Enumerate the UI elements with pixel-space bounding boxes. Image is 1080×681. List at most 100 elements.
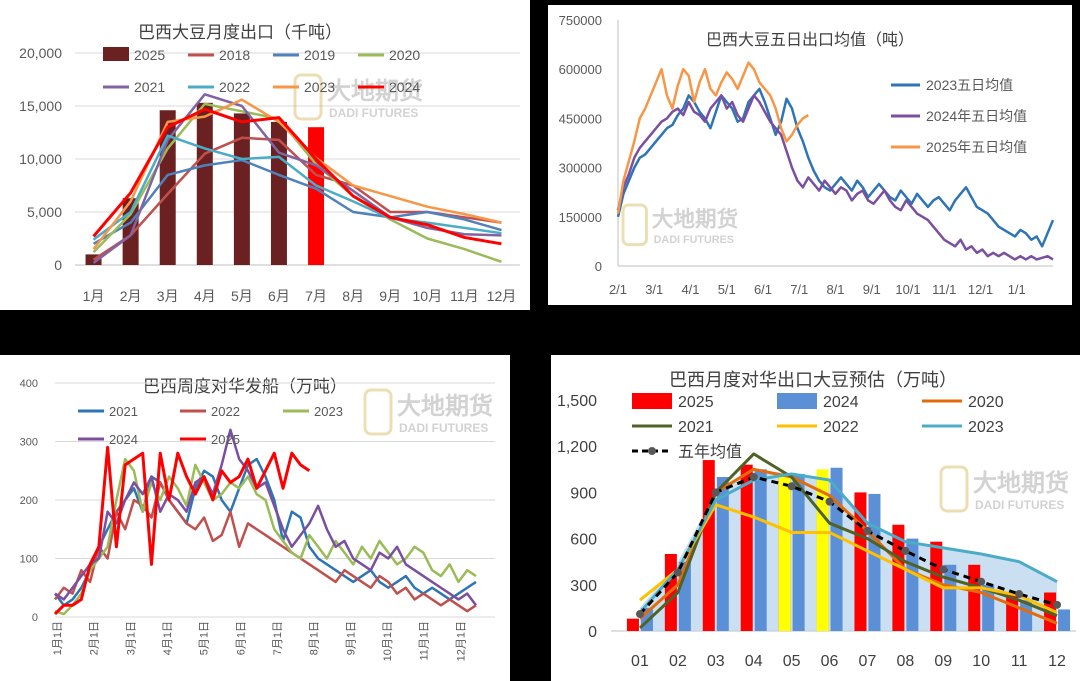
x-tick-label: 09 xyxy=(934,653,952,670)
x-tick-label: 3月1日 xyxy=(125,621,137,655)
line-five-year-average xyxy=(638,475,1058,616)
line-2024 xyxy=(92,107,502,246)
y-tick-label: 300000 xyxy=(559,161,602,176)
y-tick-label: 0 xyxy=(32,612,38,624)
watermark-text-cn: 大地期货 xyxy=(327,77,423,105)
legend-marker xyxy=(648,447,656,455)
chart-title: 巴西大豆月度出口（千吨） xyxy=(138,23,342,42)
x-tick-label: 11 xyxy=(1011,653,1028,670)
line-2023五日均值 xyxy=(616,87,1055,248)
legend-swatch xyxy=(777,393,817,409)
y-tick-label: 400 xyxy=(20,378,38,390)
chart-title: 巴西大豆五日出口均值（吨） xyxy=(706,31,914,49)
watermark-text-en: DADI FUTURES xyxy=(975,498,1064,512)
average-marker xyxy=(863,526,872,535)
y-tick-label: 20,000 xyxy=(19,45,62,61)
chart-background xyxy=(0,355,510,681)
y-tick-label: 100 xyxy=(20,554,38,566)
x-tick-label: 10 xyxy=(972,653,990,670)
legend-swatch xyxy=(103,47,129,61)
bar-2024 xyxy=(906,538,919,631)
x-tick-label: 10月1日 xyxy=(382,621,394,661)
chart-background xyxy=(0,0,530,310)
y-tick-label: 450000 xyxy=(559,111,602,126)
x-tick-label: 1月 xyxy=(83,288,105,304)
x-tick-label: 2月1日 xyxy=(89,621,101,655)
bar-2025 xyxy=(892,524,905,631)
x-tick-label: 8月 xyxy=(342,288,364,304)
average-marker xyxy=(749,473,758,481)
legend-label: 2023 xyxy=(304,79,335,95)
x-tick-label: 12月 xyxy=(487,288,517,304)
legend-label: 2025 xyxy=(211,432,240,447)
bar-2024 xyxy=(754,469,767,631)
legend-label: 2022 xyxy=(823,419,859,436)
x-tick-label: 12 xyxy=(1048,653,1066,670)
bar-2025 xyxy=(740,464,753,631)
bar-2024 xyxy=(716,477,729,631)
watermark-text-cn: 大地期货 xyxy=(652,207,738,232)
chart-five-day-average: 巴西大豆五日出口均值（吨） 0 150000 300000 450000 600000 75… xyxy=(548,5,1072,305)
logo-mark xyxy=(293,73,323,121)
bar-2025 xyxy=(196,102,213,265)
x-tick-label: 08 xyxy=(896,653,914,670)
legend-label: 2024年五日均值 xyxy=(926,108,1027,124)
line-2024年五日均值 xyxy=(616,94,1054,261)
bar-2025 xyxy=(308,127,325,265)
y-tick-label: 200 xyxy=(20,495,38,507)
x-tick-label: 5月1日 xyxy=(199,621,211,655)
legend-label: 2025 xyxy=(134,47,165,63)
y-tick-label: 300 xyxy=(20,437,38,449)
x-tick-label: 5/1 xyxy=(718,282,736,297)
legend-label: 2024 xyxy=(823,394,859,411)
bar-2025 xyxy=(233,113,250,265)
line-2022 xyxy=(639,503,1058,614)
bar-2024 xyxy=(944,564,957,631)
y-tick-label: 5,000 xyxy=(27,204,62,220)
chart-weekly-shipments-china: 巴西周度对华发船（万吨） 0 100 200 300 400 1月1日 2月1日 3月1日 4月1… xyxy=(0,355,510,681)
average-marker xyxy=(711,488,720,497)
y-tick-label: 600000 xyxy=(559,62,602,77)
average-marker xyxy=(1015,590,1024,599)
average-marker xyxy=(673,568,682,577)
x-tick-label: 8/1 xyxy=(826,282,844,297)
x-tick-label: 6/1 xyxy=(754,282,772,297)
line-2024 xyxy=(54,428,477,607)
legend-swatch xyxy=(632,393,672,409)
legend-label: 2019 xyxy=(304,47,335,63)
bar-2025 xyxy=(968,564,981,631)
x-tick-label: 02 xyxy=(669,653,687,670)
legend-label: 2024 xyxy=(389,79,420,95)
legend-label: 2018 xyxy=(219,47,250,63)
x-tick-label: 06 xyxy=(821,653,839,670)
legend-label: 2021 xyxy=(134,79,165,95)
y-tick-label: 0 xyxy=(588,624,597,641)
x-tick-label: 11月1日 xyxy=(419,621,431,661)
line-2025 xyxy=(53,445,311,616)
bar-highlight xyxy=(778,475,791,631)
x-tick-label: 03 xyxy=(707,653,725,670)
average-marker xyxy=(787,482,796,491)
x-tick-label: 7/1 xyxy=(790,282,808,297)
legend-label: 2025 xyxy=(678,394,714,411)
y-tick-label: 15,000 xyxy=(19,98,62,114)
legend-label: 2022 xyxy=(211,404,240,419)
chart-monthly-china-forecast: 巴西月度对华出口大豆预估（万吨） 0 300 600 900 1,200 1,500 01 02… xyxy=(551,355,1080,681)
y-tick-label: 10,000 xyxy=(19,151,62,167)
line-2021 xyxy=(92,93,502,264)
line-2023 xyxy=(54,457,477,616)
y-tick-label: 150000 xyxy=(559,210,602,225)
x-tick-label: 07 xyxy=(859,653,877,670)
x-tick-label: 10月 xyxy=(413,288,443,304)
x-tick-label: 8月1日 xyxy=(309,621,321,655)
x-tick-label: 05 xyxy=(783,653,801,670)
line-2023 xyxy=(638,472,1058,614)
watermark-text-en: DADI FUTURES xyxy=(329,106,418,120)
bar-2024 xyxy=(868,493,881,631)
legend-label: 2023 xyxy=(968,419,1004,436)
bar-2024 xyxy=(1020,600,1033,631)
